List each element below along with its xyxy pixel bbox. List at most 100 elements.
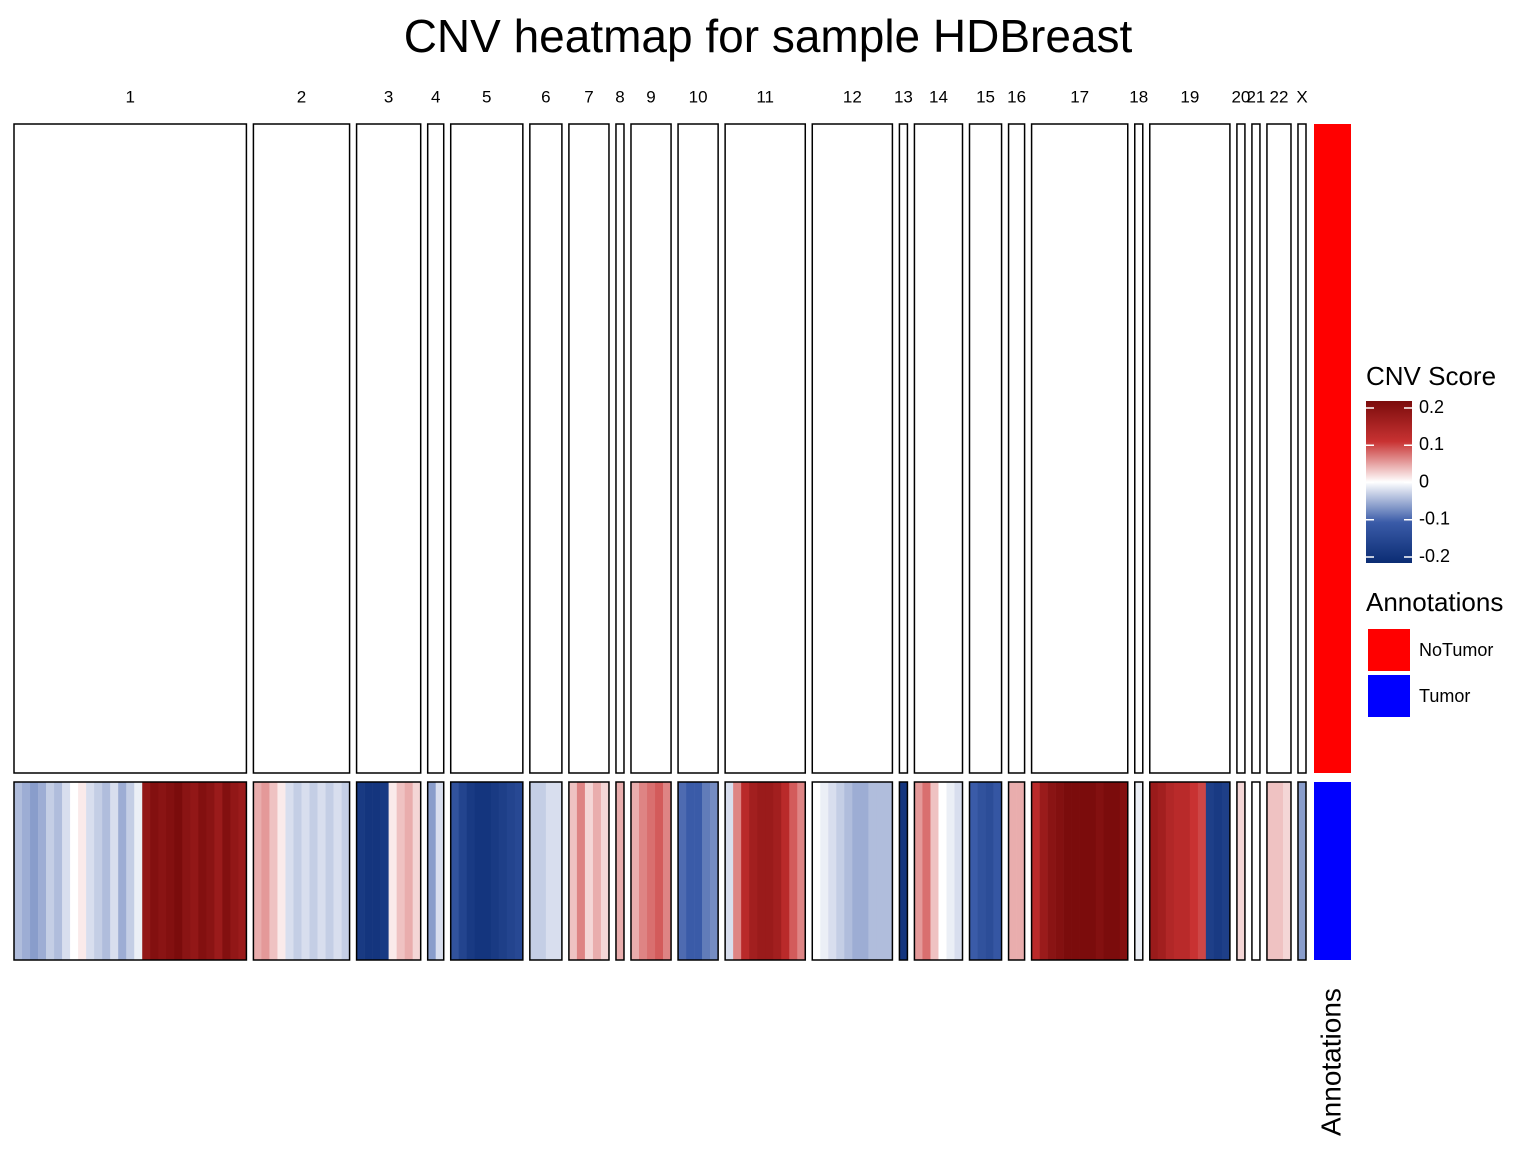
heatmap-cell — [1274, 782, 1284, 960]
chromosome-border — [13, 781, 248, 961]
heatmap-cell — [102, 124, 111, 773]
chromosome-border — [529, 123, 563, 774]
heatmap-cell — [1274, 124, 1284, 773]
chromosome-label: 9 — [646, 87, 655, 106]
heatmap-cell — [174, 124, 183, 773]
heatmap-cell — [820, 124, 829, 773]
chromosome-label: 22 — [1270, 87, 1289, 106]
heatmap-cell — [1016, 782, 1025, 960]
heatmap-cell — [694, 124, 703, 773]
heatmap-cell — [568, 124, 578, 773]
heatmap-cell — [922, 782, 931, 960]
heatmap-cell — [182, 782, 191, 960]
colorbar-tick-label: 0.1 — [1419, 434, 1444, 454]
heatmap-cell — [134, 782, 143, 960]
heatmap-cell — [198, 782, 207, 960]
annotation-bar — [1314, 782, 1351, 960]
heatmap-cell — [733, 782, 742, 960]
chromosome-border — [1007, 781, 1026, 961]
heatmap-cell — [1181, 782, 1191, 960]
chromosome-border — [426, 123, 445, 774]
heatmap-cell — [647, 782, 656, 960]
heatmap-cell — [584, 124, 594, 773]
heatmap-cell — [1251, 782, 1261, 960]
heatmap-cell — [514, 124, 524, 773]
heatmap-cell — [222, 782, 231, 960]
heatmap-cell — [514, 782, 524, 960]
heatmap-cell — [46, 782, 55, 960]
heatmap-cell — [977, 782, 986, 960]
heatmap-cell — [1039, 782, 1048, 960]
heatmap-cell — [884, 124, 893, 773]
heatmap-cell — [110, 124, 119, 773]
heatmap-cell — [458, 124, 468, 773]
heatmap-cell — [781, 124, 790, 773]
heatmap-cell — [930, 124, 939, 773]
heatmap-cell — [333, 124, 342, 773]
heatmap-cell — [269, 782, 278, 960]
heatmap-cell — [844, 124, 853, 773]
heatmap-cell — [22, 782, 31, 960]
chromosome-border — [252, 123, 351, 774]
annotation-bar — [1314, 124, 1351, 773]
heatmap-cell — [142, 124, 151, 773]
chromosome-label: 15 — [976, 87, 995, 106]
heatmap-cell — [230, 782, 239, 960]
chart-title: CNV heatmap for sample HDBreast — [404, 10, 1133, 62]
chromosome-border — [898, 123, 909, 774]
chromosome-border — [449, 123, 524, 774]
heatmap-cell — [1157, 124, 1167, 773]
heatmap-cell — [1134, 782, 1144, 960]
legend-swatch — [1368, 629, 1410, 671]
heatmap-cell — [977, 124, 986, 773]
heatmap-cell — [1297, 782, 1307, 960]
chromosome-label: 19 — [1180, 87, 1199, 106]
heatmap-cell — [1282, 124, 1292, 773]
heatmap-cell — [1111, 782, 1121, 960]
heatmap-cell — [757, 782, 766, 960]
heatmap-cell — [969, 782, 978, 960]
heatmap-cell — [615, 782, 625, 960]
heatmap-cell — [261, 124, 270, 773]
heatmap-cell — [333, 782, 342, 960]
heatmap-cell — [630, 124, 640, 773]
heatmap-cell — [404, 124, 413, 773]
chromosome-border — [1134, 781, 1144, 961]
heatmap-cell — [639, 124, 648, 773]
heatmap-cell — [686, 782, 695, 960]
heatmap-cell — [222, 124, 231, 773]
heatmap-cell — [126, 124, 135, 773]
chromosome-border — [1297, 123, 1307, 774]
heatmap-cell — [498, 124, 508, 773]
chromosome-border — [1266, 781, 1292, 961]
heatmap-cell — [372, 124, 381, 773]
chromosome-label: 2 — [297, 87, 306, 106]
heatmap-cell — [1055, 782, 1064, 960]
heatmap-cell — [860, 124, 869, 773]
heatmap-cell — [404, 782, 413, 960]
heatmap-cell — [969, 124, 978, 773]
heatmap-cell — [277, 782, 286, 960]
heatmap-cell — [938, 782, 947, 960]
heatmap-cell — [868, 782, 877, 960]
heatmap-cell — [206, 782, 215, 960]
heatmap-cell — [1071, 124, 1080, 773]
heatmap-cell — [1173, 782, 1183, 960]
heatmap-cell — [110, 782, 119, 960]
colorbar-tick-label: 0.2 — [1419, 397, 1444, 417]
heatmap-cell — [1079, 782, 1088, 960]
heatmap-cell — [773, 782, 782, 960]
heatmap-cell — [238, 782, 247, 960]
heatmap-cell — [655, 124, 664, 773]
heatmap-cell — [150, 124, 159, 773]
heatmap-cell — [1095, 782, 1105, 960]
heatmap-cell — [1173, 124, 1183, 773]
heatmap-cell — [1031, 124, 1040, 773]
heatmap-cell — [954, 124, 963, 773]
heatmap-cell — [1165, 782, 1175, 960]
heatmap-cell — [781, 782, 790, 960]
chromosome-border — [1251, 781, 1261, 961]
chromosome-label: 7 — [584, 87, 593, 106]
heatmap-cell — [317, 782, 326, 960]
heatmap-cell — [427, 782, 437, 960]
